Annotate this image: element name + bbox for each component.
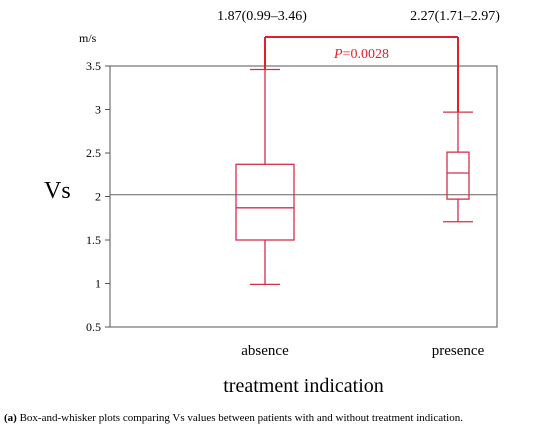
y-tick-label: 2.5 (86, 146, 101, 160)
y-unit-label: m/s (79, 31, 97, 45)
plot-frame (109, 65, 498, 328)
y-tick-label: 2 (95, 190, 101, 204)
y-tick-label: 3 (95, 103, 101, 117)
group-summary-label: 1.87(0.99–3.46) (217, 9, 307, 24)
caption-label: (a) (4, 412, 17, 424)
chart-svg: 0.5 1 1.5 2 2.5 3 3.5 m/s Vs absence 1.87(0.99–3.4… (44, 9, 500, 397)
box-iqr (235, 163, 295, 241)
p-value-label: P=0.0028 (333, 47, 389, 62)
y-tick-label: 1.5 (86, 233, 101, 247)
y-tick-label: 0.5 (86, 320, 101, 334)
y-axis-label: Vs (44, 178, 71, 204)
x-category-label: absence (241, 343, 289, 359)
y-tick-label: 3.5 (86, 59, 101, 73)
p-number: =0.0028 (343, 47, 389, 62)
figure-caption: (a) Box-and-whisker plots comparing Vs v… (4, 412, 550, 424)
x-category-label: presence (432, 343, 485, 359)
group-summary-label: 2.27(1.71–2.97) (410, 9, 500, 24)
box-iqr (446, 151, 470, 200)
p-symbol: P (333, 47, 343, 62)
x-axis-label: treatment indication (223, 375, 384, 397)
caption-text: Box-and-whisker plots comparing Vs value… (16, 412, 463, 424)
y-tick-label: 1 (95, 277, 101, 291)
